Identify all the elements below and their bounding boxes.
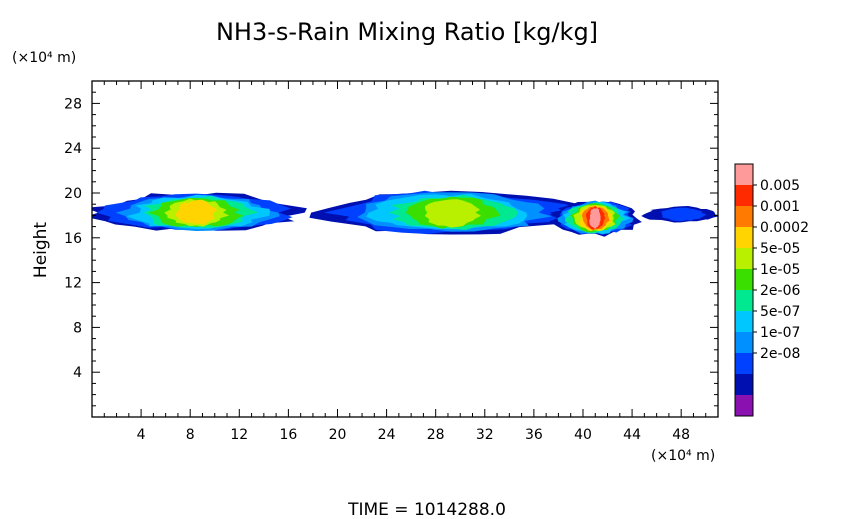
colorbar-label: 5e-07	[760, 304, 800, 320]
contour-fill	[424, 199, 482, 228]
x-tick-label: 12	[230, 427, 248, 443]
x-tick-label: 28	[427, 427, 445, 443]
x-tick-label: 8	[186, 427, 195, 443]
contour-fill	[175, 199, 218, 225]
colorbar-label: 1e-07	[760, 325, 800, 341]
x-tick-label: 16	[279, 427, 297, 443]
x-tick-label: 40	[574, 427, 592, 443]
y-tick-label: 20	[64, 186, 82, 202]
heatmap-field	[92, 190, 718, 237]
colorbar-label: 0.0002	[760, 220, 809, 236]
colorbar-label: 0.001	[760, 199, 800, 215]
colorbar-label: 2e-06	[760, 283, 800, 299]
colorbar-swatch	[735, 185, 753, 207]
colorbar-swatch	[735, 248, 753, 270]
colorbar-swatch	[735, 164, 753, 186]
x-unit-label: (×10⁴ m)	[651, 448, 715, 464]
colorbar-swatch	[735, 311, 753, 333]
y-tick-label: 8	[73, 320, 82, 336]
x-tick-label: 36	[525, 427, 543, 443]
colorbar-swatch	[735, 269, 753, 291]
chart-title: NH3-s-Rain Mixing Ratio [kg/kg]	[216, 18, 598, 46]
colorbar-swatch	[735, 353, 753, 375]
colorbar-label: 0.005	[760, 178, 800, 194]
y-unit-label: (×10⁴ m)	[12, 50, 76, 66]
contour-fill	[589, 208, 601, 229]
y-tick-label: 24	[64, 141, 82, 157]
x-tick-label: 20	[329, 427, 347, 443]
y-axis-label: Height	[31, 222, 51, 279]
time-footer: TIME = 1014288.0	[347, 500, 506, 519]
colorbar-swatch	[735, 374, 753, 396]
y-tick-labels: 4 8 12 16 20 24 28	[64, 96, 82, 381]
colorbar-label: 1e-05	[760, 262, 800, 278]
colorbar-swatch	[735, 290, 753, 312]
colorbar	[734, 163, 754, 417]
y-tick-label: 4	[73, 365, 82, 381]
axis-ticks	[92, 81, 718, 417]
x-tick-label: 4	[137, 427, 146, 443]
y-tick-label: 28	[64, 96, 82, 112]
colorbar-labels: 0.005 0.001 0.0002 5e-05 1e-05 2e-06 5e-07 1e-0…	[753, 178, 809, 362]
colorbar-swatch	[735, 227, 753, 249]
x-tick-label: 48	[672, 427, 690, 443]
x-tick-label: 44	[623, 427, 641, 443]
x-tick-label: 24	[378, 427, 396, 443]
contour-fill	[660, 207, 707, 222]
colorbar-label: 2e-08	[760, 346, 800, 362]
plot-frame	[91, 80, 719, 418]
colorbar-swatch	[735, 332, 753, 354]
colorbar-swatch	[735, 206, 753, 228]
y-tick-label: 16	[64, 231, 82, 247]
colorbar-label: 5e-05	[760, 241, 800, 257]
colorbar-swatch	[735, 395, 753, 417]
x-tick-label: 32	[476, 427, 494, 443]
y-tick-label: 12	[64, 276, 82, 292]
x-tick-labels: 4 8 12 16 20 24 28 32 36 40 44 48	[137, 427, 690, 443]
